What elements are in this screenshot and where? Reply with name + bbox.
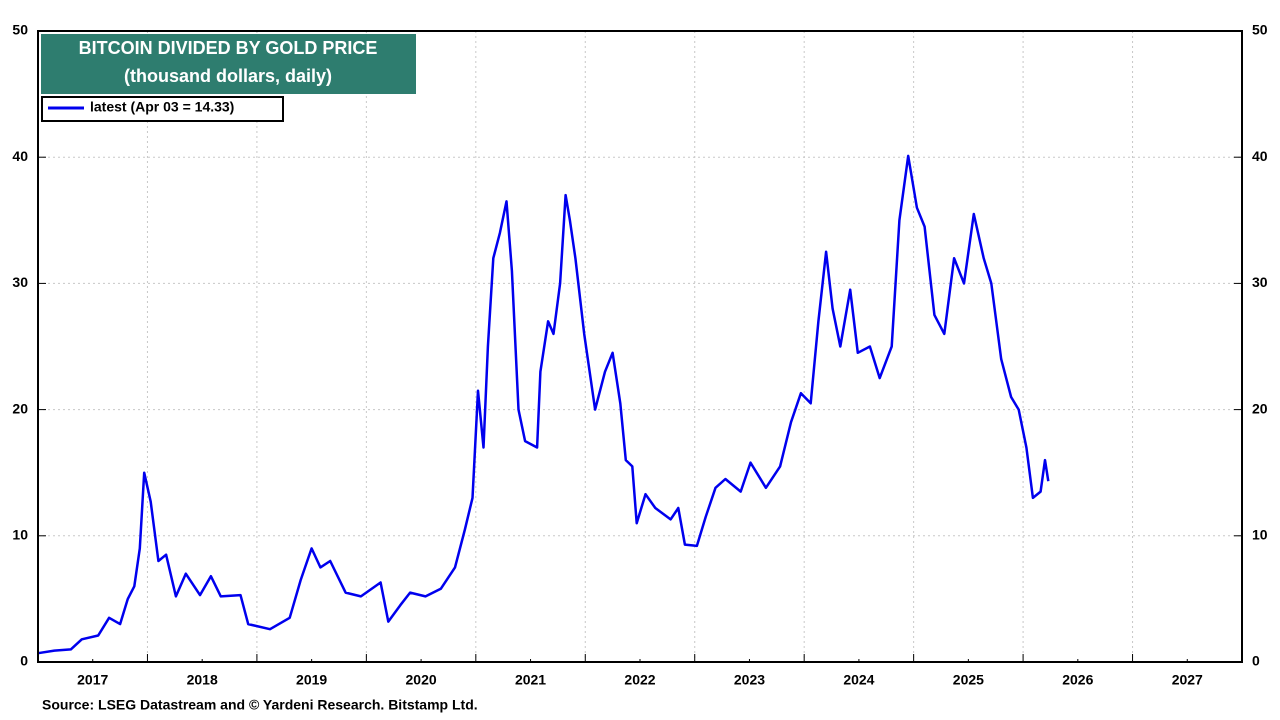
legend-label: latest (Apr 03 = 14.33) (90, 99, 234, 115)
chart-subtitle: (thousand dollars, daily) (124, 66, 332, 86)
x-tick-label: 2023 (734, 672, 765, 688)
y-tick-label-right: 30 (1252, 274, 1268, 290)
x-tick-label: 2021 (515, 672, 546, 688)
x-tick-label: 2026 (1062, 672, 1093, 688)
line-series (37, 154, 1050, 655)
chart-title: BITCOIN DIVIDED BY GOLD PRICE (79, 38, 378, 58)
y-tick-label: 10 (12, 527, 28, 543)
x-tick-label: 2019 (296, 672, 327, 688)
source-note: Source: LSEG Datastream and © Yardeni Re… (42, 697, 478, 713)
plot (37, 154, 1050, 655)
y-tick-label: 50 (12, 22, 28, 38)
y-tick-label: 40 (12, 148, 28, 164)
x-tick-label: 2024 (843, 672, 874, 688)
x-tick-label: 2017 (77, 672, 108, 688)
y-tick-label: 30 (12, 274, 28, 290)
x-tick-label: 2027 (1172, 672, 1203, 688)
y-tick-label: 0 (20, 653, 28, 669)
y-tick-label-right: 50 (1252, 22, 1268, 38)
y-tick-label-right: 10 (1252, 527, 1268, 543)
x-tick-label: 2022 (624, 672, 655, 688)
y-tick-label-right: 40 (1252, 148, 1268, 164)
title-box (41, 34, 416, 94)
x-tick-label: 2018 (187, 672, 218, 688)
y-tick-label: 20 (12, 400, 28, 416)
x-tick-label: 2020 (406, 672, 437, 688)
y-tick-label-right: 0 (1252, 653, 1260, 669)
grid (38, 30, 1242, 663)
x-tick-label: 2025 (953, 672, 984, 688)
y-tick-label-right: 20 (1252, 400, 1268, 416)
